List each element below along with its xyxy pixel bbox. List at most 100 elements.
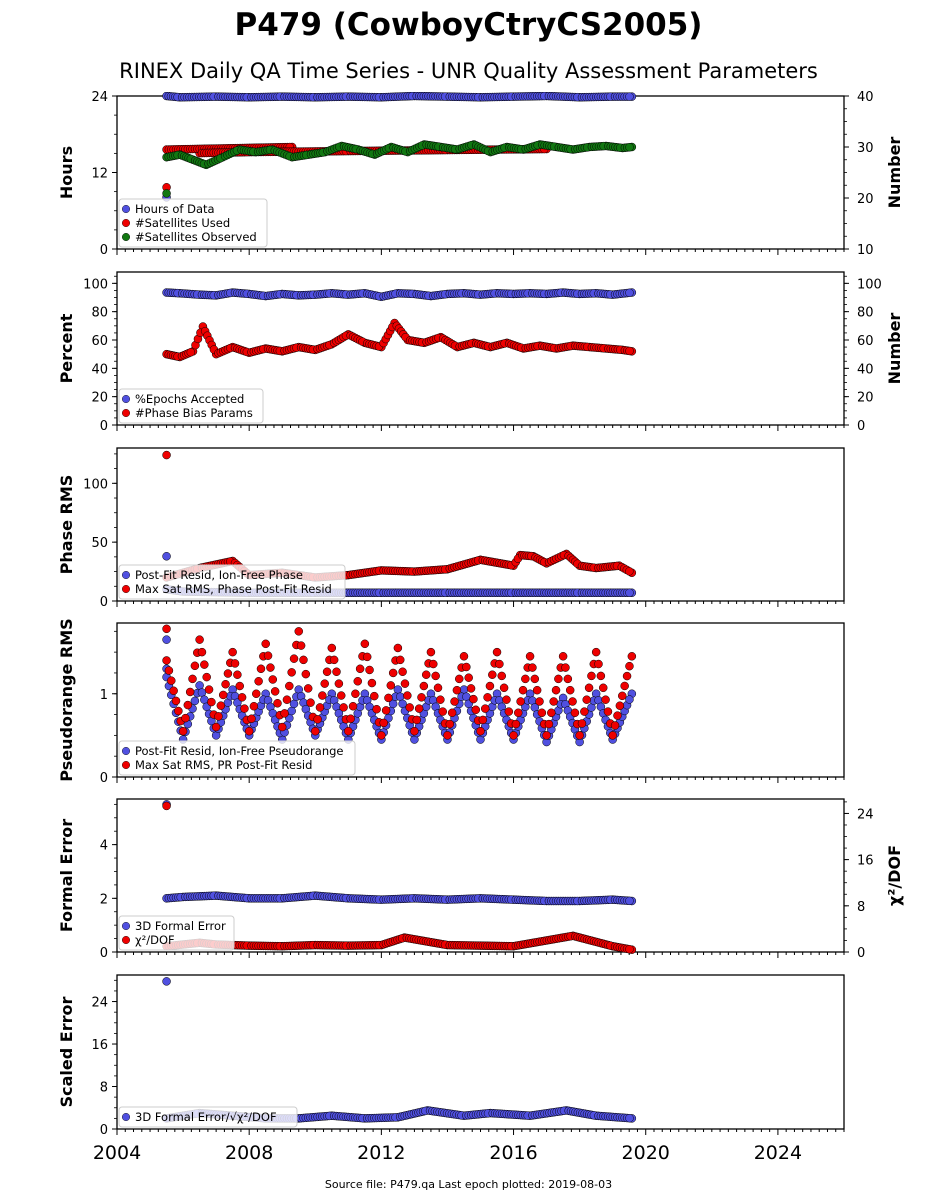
data-point	[625, 92, 634, 101]
data-point	[299, 655, 308, 665]
data-point	[582, 695, 591, 704]
data-point	[273, 699, 282, 708]
y2-tick-label: 0	[857, 946, 865, 961]
data-point	[294, 627, 303, 636]
data-point	[627, 652, 637, 661]
data-point	[398, 667, 407, 677]
legend: Post-Fit Resid, Ion-Free PseudorangeMax …	[118, 740, 356, 776]
data-point	[625, 945, 634, 954]
data-point	[162, 552, 171, 561]
legend-marker	[121, 232, 130, 241]
data-point	[384, 693, 393, 703]
panel-2: 0 20 40 60 80 100 Percent 0 20 40 60 80 100 Number %Ep…	[57, 271, 904, 434]
data-point	[254, 677, 263, 686]
data-point	[478, 715, 488, 725]
data-point	[462, 692, 471, 701]
series-2	[162, 318, 637, 362]
data-point	[584, 683, 594, 693]
data-point	[322, 667, 332, 677]
y-tick-label: 20	[91, 391, 108, 406]
x-tick-label: 2024	[754, 1142, 802, 1164]
data-point	[436, 695, 445, 704]
data-point	[174, 706, 183, 716]
plot-frame	[116, 974, 845, 1130]
series-2	[162, 450, 637, 582]
data-point	[247, 714, 256, 723]
data-point	[509, 731, 518, 740]
series-3	[162, 140, 637, 198]
data-point	[459, 652, 469, 661]
y2-tick-label: 80	[857, 306, 874, 321]
data-point	[301, 669, 311, 679]
y2-tick-label: 40	[857, 90, 874, 105]
data-point	[263, 651, 273, 660]
data-point	[200, 660, 209, 669]
data-point	[207, 697, 216, 707]
y-axis-label: Scaled Error	[57, 997, 76, 1108]
data-point	[603, 707, 613, 716]
data-point	[561, 663, 570, 672]
data-point	[431, 671, 440, 681]
y2-tick-label: 8	[857, 900, 865, 915]
data-point	[412, 715, 422, 725]
legend-label: 3D Formal Error	[135, 919, 226, 933]
data-point	[462, 662, 471, 672]
legend-label: Hours of Data	[135, 202, 215, 216]
data-point	[618, 691, 627, 701]
legend-marker	[121, 571, 130, 580]
data-point	[228, 647, 237, 657]
series-2	[162, 624, 637, 740]
data-point	[471, 705, 481, 715]
x-tick-label: 2004	[93, 1142, 141, 1164]
data-point	[249, 701, 259, 711]
legend-box	[118, 740, 356, 776]
y2-tick-label: 16	[857, 854, 874, 869]
data-point	[162, 656, 171, 665]
y2-tick-label: 100	[857, 277, 882, 292]
data-point	[200, 695, 209, 704]
data-point	[223, 669, 233, 678]
x-tick-label: 2008	[225, 1142, 273, 1164]
y2-tick-label: 40	[857, 362, 874, 377]
y-tick-label: 16	[91, 1038, 108, 1053]
data-point	[266, 663, 275, 672]
data-point	[346, 714, 355, 723]
series-1	[162, 977, 637, 1123]
data-point	[386, 681, 396, 690]
y-tick-label: 50	[91, 536, 108, 551]
data-point	[195, 681, 204, 690]
x-tick-label: 2020	[622, 1142, 670, 1164]
panel-6: 2004 2008 2012 2016 2020 2024 0 8 16 24 Scaled Err…	[57, 974, 845, 1164]
data-point	[329, 655, 339, 665]
legend-label: Post-Fit Resid, Ion-Free Phase	[135, 568, 303, 582]
data-point	[221, 679, 230, 689]
y-tick-label: 100	[83, 477, 108, 492]
data-point	[197, 647, 207, 657]
data-layer	[162, 92, 637, 202]
data-point	[530, 674, 540, 684]
y-tick-label: 0	[100, 946, 108, 961]
y2-tick-label: 30	[857, 141, 874, 156]
legend-box	[118, 388, 264, 424]
data-point	[511, 719, 521, 729]
data-point	[318, 691, 327, 700]
y2-tick-label: 0	[857, 419, 865, 434]
data-point	[577, 719, 587, 728]
data-point	[464, 673, 473, 682]
data-point	[270, 687, 280, 696]
data-point	[570, 708, 580, 718]
legend: 3D Formal Error/√χ²/DOF	[118, 1106, 298, 1128]
data-point	[285, 681, 294, 691]
data-point	[615, 701, 625, 710]
figure-subtitle: RINEX Daily QA Time Series - UNR Quality…	[119, 59, 818, 83]
data-point	[237, 693, 247, 702]
data-point	[580, 707, 589, 716]
data-point	[388, 668, 398, 678]
legend-marker	[121, 395, 130, 404]
data-point	[381, 706, 391, 715]
data-point	[502, 695, 511, 704]
data-point	[466, 684, 476, 693]
y-tick-label: 0	[100, 1123, 108, 1138]
